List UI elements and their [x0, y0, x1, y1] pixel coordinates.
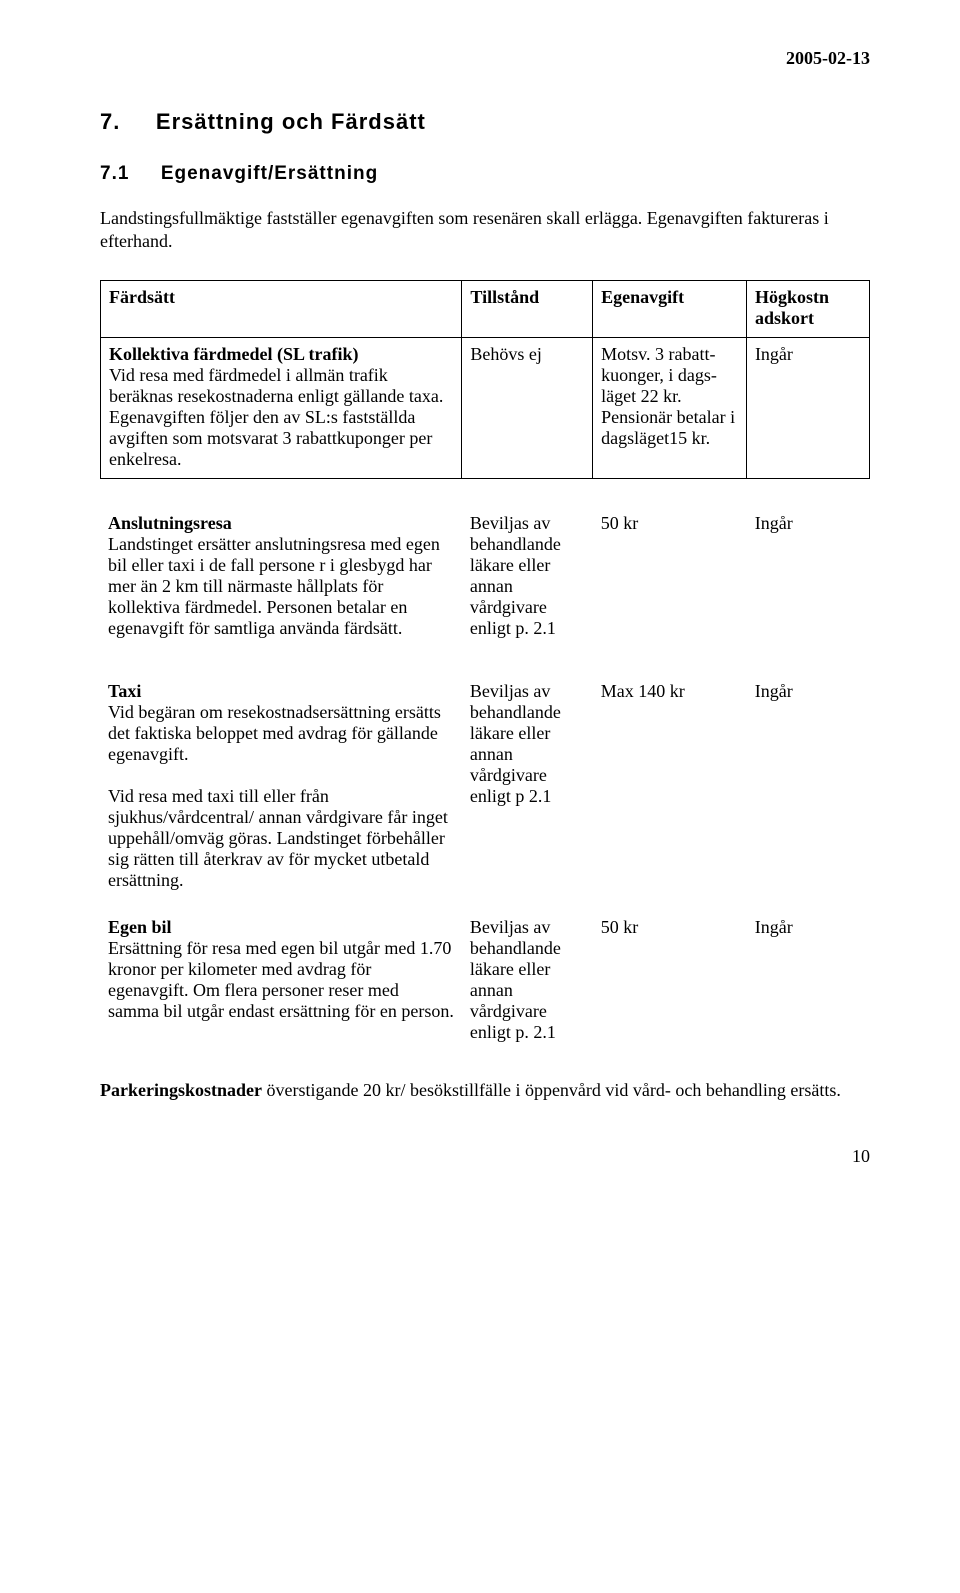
table-row: Kollektiva färdmedel (SL trafik) Vid res… — [101, 338, 870, 479]
row-label: Taxi — [108, 681, 141, 701]
row-body: Landstinget ersätter anslutningsresa med… — [108, 534, 440, 638]
cell-hogkost: Ingår — [746, 338, 869, 479]
cell-tillstand: Beviljas av behandlande läkare eller ann… — [462, 507, 593, 647]
cell-egenavgift: 50 kr — [593, 899, 747, 1051]
fare-table-1: Färdsätt Tillstånd Egenavgift Högkostn a… — [100, 280, 870, 479]
section-number: 7. — [100, 109, 120, 134]
cell-hogkost: Ingår — [747, 507, 870, 647]
table-row: Egen bil Ersättning för resa med egen bi… — [100, 899, 870, 1051]
row-label: Anslutningsresa — [108, 513, 232, 533]
table-row: Anslutningsresa Landstinget ersätter ans… — [100, 507, 870, 647]
cell-egenavgift: Motsv. 3 rabatt-kuonger, i dags-läget 22… — [593, 338, 747, 479]
intro-text: Landstingsfullmäktige fastställer egenav… — [100, 207, 870, 252]
closing-label: Parkeringskostnader — [100, 1080, 262, 1100]
cell-fardsatt: Egen bil Ersättning för resa med egen bi… — [100, 899, 462, 1051]
cell-tillstand: Behövs ej — [462, 338, 593, 479]
date-header: 2005-02-13 — [100, 48, 870, 69]
fare-table-2: Anslutningsresa Landstinget ersätter ans… — [100, 507, 870, 647]
section-title: Ersättning och Färdsätt — [156, 109, 426, 134]
closing-paragraph: Parkeringskostnader överstigande 20 kr/ … — [100, 1079, 870, 1102]
fare-table-3: Taxi Vid begäran om resekostnadsersättni… — [100, 675, 870, 1051]
cell-egenavgift: Max 140 kr — [593, 675, 747, 899]
subsection-number: 7.1 — [100, 163, 129, 184]
cell-fardsatt: Kollektiva färdmedel (SL trafik) Vid res… — [101, 338, 462, 479]
cell-fardsatt: Anslutningsresa Landstinget ersätter ans… — [100, 507, 462, 647]
cell-hogkost: Ingår — [747, 675, 870, 899]
section-heading: 7. Ersättning och Färdsätt — [100, 109, 870, 135]
cell-tillstand: Beviljas av behandlande läkare eller ann… — [462, 899, 593, 1051]
header-fardsatt: Färdsätt — [101, 281, 462, 338]
row-label: Egen bil — [108, 917, 172, 937]
document-page: 2005-02-13 7. Ersättning och Färdsätt 7.… — [0, 0, 960, 1207]
table-row: Taxi Vid begäran om resekostnadsersättni… — [100, 675, 870, 899]
cell-fardsatt: Taxi Vid begäran om resekostnadsersättni… — [100, 675, 462, 899]
closing-text: överstigande 20 kr/ besökstillfälle i öp… — [262, 1080, 841, 1100]
row-body: Ersättning för resa med egen bil utgår m… — [108, 938, 454, 1021]
cell-tillstand: Beviljas av behandlande läkare eller ann… — [462, 675, 593, 899]
row-body-2: Vid resa med taxi till eller från sjukhu… — [108, 786, 448, 890]
subsection-heading: 7.1 Egenavgift/Ersättning — [100, 163, 870, 185]
header-egenavgift: Egenavgift — [593, 281, 747, 338]
header-tillstand: Tillstånd — [462, 281, 593, 338]
table-header-row: Färdsätt Tillstånd Egenavgift Högkostn a… — [101, 281, 870, 338]
cell-hogkost: Ingår — [747, 899, 870, 1051]
row-body: Vid resa med färdmedel i allmän trafik b… — [109, 365, 443, 469]
subsection-title: Egenavgift/Ersättning — [161, 163, 378, 184]
row-label: Kollektiva färdmedel (SL trafik) — [109, 344, 358, 364]
cell-egenavgift: 50 kr — [593, 507, 747, 647]
page-number: 10 — [100, 1146, 870, 1167]
header-hogkost: Högkostn adskort — [746, 281, 869, 338]
row-body: Vid begäran om resekostnadsersättning er… — [108, 702, 441, 764]
